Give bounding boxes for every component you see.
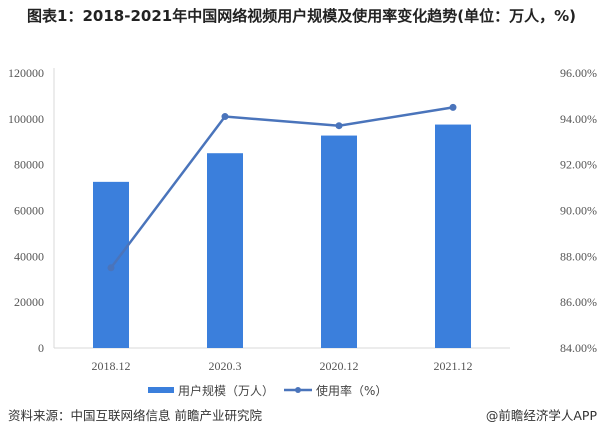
x-tick-label: 2020.12	[320, 359, 359, 373]
left-tick-label: 0	[38, 341, 44, 355]
x-tick-label: 2018.12	[92, 359, 131, 373]
right-tick-label: 88.00%	[560, 249, 597, 263]
legend-bar-swatch	[148, 387, 174, 393]
right-tick-label: 94.00%	[560, 112, 597, 126]
x-tick-label: 2020.3	[209, 359, 242, 373]
right-tick-label: 84.00%	[560, 341, 597, 355]
source-note: 资料来源：中国互联网络信息 前瞻产业研究院	[8, 408, 262, 423]
legend-label-rate: 使用率（%）	[316, 383, 387, 398]
line-point-2018.12	[107, 264, 115, 272]
legend-label-users: 用户规模（万人）	[178, 383, 274, 398]
right-tick-label: 96.00%	[560, 66, 597, 80]
left-tick-label: 80000	[14, 158, 44, 172]
bar-2021.12	[435, 124, 471, 348]
right-tick-label: 90.00%	[560, 204, 597, 218]
chart-title: 图表1：2018-2021年中国网络视频用户规模及使用率变化趋势(单位：万人，%…	[27, 7, 576, 25]
left-tick-label: 60000	[14, 204, 44, 218]
line-point-2021.12	[449, 103, 457, 111]
x-tick-label: 2021.12	[434, 359, 473, 373]
left-tick-label: 120000	[8, 66, 44, 80]
left-tick-label: 100000	[8, 112, 44, 126]
usage-rate-line	[110, 106, 454, 269]
right-tick-label: 86.00%	[560, 295, 597, 309]
line-point-2020.3	[221, 113, 229, 121]
left-tick-label: 40000	[14, 249, 44, 263]
credit-note: @前瞻经济学人APP	[485, 408, 597, 423]
left-tick-label: 20000	[14, 295, 44, 309]
right-tick-label: 92.00%	[560, 158, 597, 172]
bar-2020.12	[321, 135, 357, 348]
bar-2020.3	[207, 153, 243, 348]
line-point-2020.12	[335, 122, 343, 130]
legend-line-marker	[295, 387, 301, 393]
